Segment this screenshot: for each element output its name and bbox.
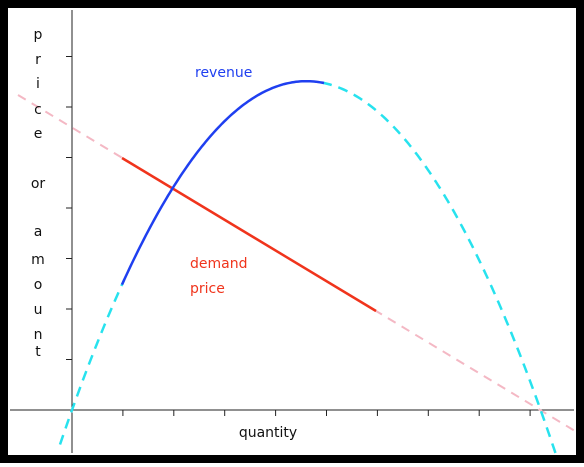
y-label-letter: p [34, 27, 43, 43]
y-label-letter: n [34, 327, 43, 343]
y-label-letter: m [31, 252, 45, 268]
axes [10, 10, 574, 453]
y-label-letter: r [35, 52, 41, 68]
y-label-letter: u [34, 302, 43, 318]
x-axis-label: quantity [239, 425, 297, 441]
demand-label-line: price [190, 281, 225, 297]
y-label-letter: or [31, 176, 46, 192]
revenue-extension [58, 81, 558, 456]
y-label-letter: o [34, 277, 43, 293]
y-label-letter: c [34, 102, 42, 118]
y-label-letter: t [35, 344, 41, 360]
revenue-label: revenue [195, 65, 252, 81]
ticks [66, 56, 531, 416]
y-label-letter: e [34, 126, 43, 142]
y-label-letter: i [36, 76, 40, 92]
revenue-curve [120, 79, 325, 286]
demand-line [121, 156, 377, 313]
demand-label-line: demand [190, 256, 247, 272]
y-label-letter: a [34, 224, 43, 240]
